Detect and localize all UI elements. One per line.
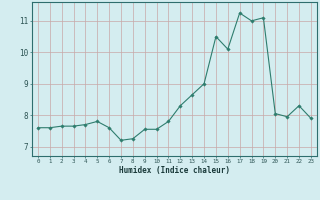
X-axis label: Humidex (Indice chaleur): Humidex (Indice chaleur) (119, 166, 230, 175)
